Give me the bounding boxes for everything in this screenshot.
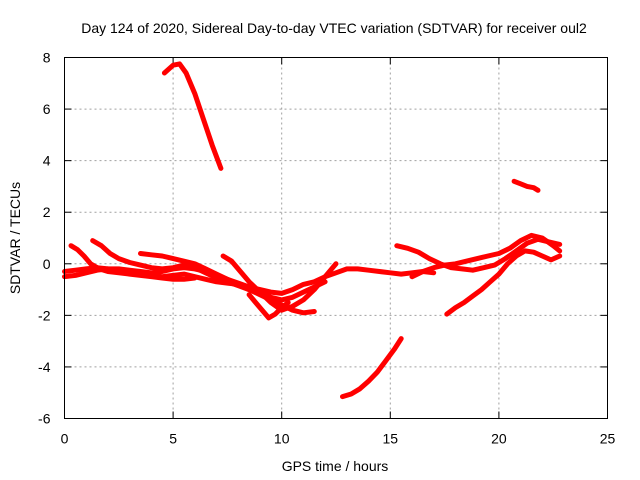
y-tick-label: 2 [43,204,51,220]
data-series [62,61,563,400]
tick-labels: 0 5 10 15 20 25 -6 -4 -2 0 2 4 6 8 [38,50,615,447]
y-tick-label: -6 [38,411,51,427]
x-axis-label: GPS time / hours [282,458,389,474]
y-tick-label: -4 [38,359,51,375]
y-tick-label: -2 [38,307,51,323]
x-tick-label: 0 [61,431,69,447]
y-tick-label: 8 [43,50,51,66]
series-arc-11 [444,248,563,317]
x-tick-label: 5 [169,431,177,447]
y-tick-label: 0 [43,256,51,272]
series-arc-8 [246,292,291,321]
series-arc-4 [68,243,198,282]
series-arc-9 [340,336,404,400]
x-tick-label: 10 [274,431,290,447]
chart-title: Day 124 of 2020, Sidereal Day-to-day VTE… [81,20,587,36]
series-arc-1 [161,61,224,171]
grid-lines [64,57,608,419]
series-arc-12 [409,232,563,280]
axis-ticks [64,57,608,419]
series-arc-13 [511,178,541,193]
y-tick-label: 6 [43,101,51,117]
series-arc-7 [220,253,339,313]
x-tick-label: 20 [491,431,507,447]
series-arc-10 [394,236,563,273]
y-tick-label: 4 [43,153,51,169]
x-tick-label: 25 [600,431,616,447]
y-axis-label: SDTVAR / TECUs [7,182,23,294]
x-tick-label: 15 [383,431,399,447]
plot-frame [64,57,608,419]
